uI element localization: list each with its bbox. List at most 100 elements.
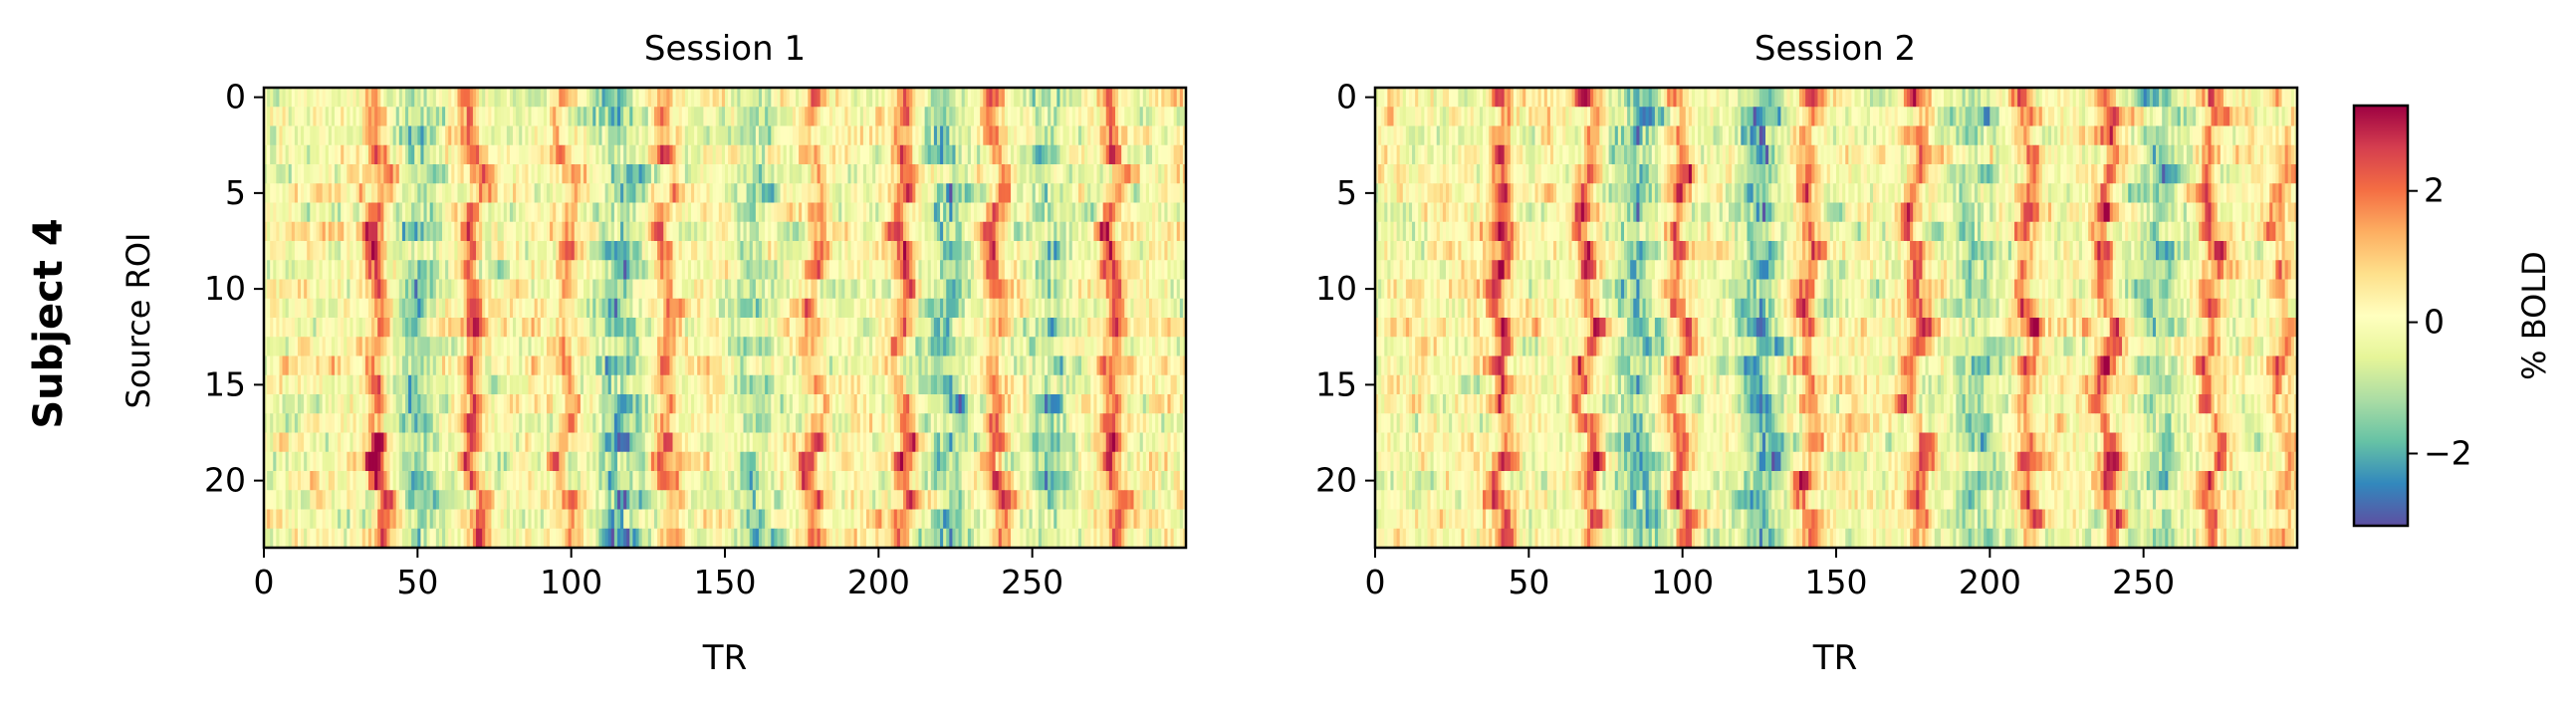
heatmap-cell: [276, 202, 280, 223]
heatmap-cell: [1173, 355, 1178, 376]
heatmap-cell: [574, 183, 579, 203]
heatmap-cell: [1023, 318, 1027, 338]
heatmap-cell: [562, 107, 566, 126]
heatmap-cell: [924, 260, 929, 280]
heatmap-cell: [986, 374, 990, 395]
heatmap-cell: [598, 279, 602, 300]
heatmap-cell: [540, 164, 545, 184]
heatmap-cell: [319, 183, 323, 203]
heatmap-cell: [1032, 298, 1037, 319]
heatmap-cell: [828, 318, 833, 338]
heatmap-cell: [442, 107, 446, 126]
heatmap-cell: [1087, 260, 1091, 280]
heatmap-cell: [479, 318, 483, 338]
heatmap-cell: [1038, 374, 1043, 395]
heatmap-cell: [970, 298, 975, 319]
heatmap-cell: [426, 183, 431, 203]
heatmap-cell: [881, 125, 885, 146]
heatmap-cells: [264, 88, 1187, 549]
heatmap-cell: [1115, 374, 1119, 395]
heatmap-cell: [442, 144, 446, 165]
heatmap-cell: [506, 355, 511, 376]
heatmap-cell: [1011, 202, 1015, 223]
heatmap-cell: [822, 279, 827, 300]
heatmap-cell: [1081, 183, 1085, 203]
heatmap-cell: [780, 221, 784, 242]
heatmap-cell: [1102, 337, 1107, 356]
heatmap-cell: [1062, 107, 1066, 126]
heatmap-cell: [553, 125, 557, 146]
heatmap-cell: [657, 221, 661, 242]
heatmap-cell: [765, 298, 769, 319]
heatmap-cell: [448, 202, 452, 223]
heatmap-cell: [310, 394, 314, 414]
heatmap-cell: [1074, 88, 1079, 108]
heatmap-cell: [516, 374, 520, 395]
heatmap-cell: [460, 202, 464, 223]
heatmap-cell: [1071, 125, 1076, 146]
heatmap-cell: [482, 298, 486, 319]
heatmap-cell: [601, 260, 605, 280]
heatmap-cell: [620, 241, 624, 261]
heatmap-cell: [374, 337, 378, 356]
heatmap-cell: [1056, 164, 1060, 184]
heatmap-cell: [725, 107, 729, 126]
heatmap-cell: [338, 107, 342, 126]
heatmap-cell: [1136, 337, 1141, 356]
heatmap-cell: [749, 88, 754, 108]
heatmap-cell: [964, 374, 969, 395]
heatmap-cell: [531, 144, 535, 165]
heatmap-cell: [783, 318, 788, 338]
heatmap-cell: [466, 374, 471, 395]
heatmap-cell: [1001, 374, 1006, 395]
heatmap-cell: [844, 260, 848, 280]
heatmap-cell: [398, 107, 403, 126]
heatmap-cell: [1048, 241, 1052, 261]
heatmap-cell: [451, 221, 455, 242]
heatmap-cell: [1170, 125, 1175, 146]
heatmap-cell: [1011, 221, 1015, 242]
heatmap-cell: [678, 183, 683, 203]
heatmap-cell: [881, 183, 885, 203]
heatmap-cell: [1062, 164, 1066, 184]
heatmap-cell: [543, 164, 548, 184]
heatmap-cell: [334, 355, 339, 376]
heatmap-cell: [341, 221, 345, 242]
heatmap-cell: [995, 279, 1000, 300]
heatmap-cell: [331, 202, 336, 223]
heatmap-cell: [650, 260, 655, 280]
heatmap-cell: [338, 355, 342, 376]
heatmap-cell: [601, 125, 605, 146]
heatmap-cell: [650, 88, 655, 108]
heatmap-cell: [1029, 337, 1034, 356]
heatmap-cell: [322, 279, 327, 300]
heatmap-cell: [728, 260, 732, 280]
heatmap-cell: [426, 125, 431, 146]
heatmap-cell: [344, 355, 348, 376]
heatmap-cell: [1020, 298, 1024, 319]
heatmap-cell: [1096, 374, 1100, 395]
heatmap-cell: [313, 374, 317, 395]
heatmap-cell: [841, 164, 845, 184]
heatmap-cell: [915, 241, 919, 261]
heatmap-cell: [522, 394, 526, 414]
heatmap-cell: [417, 260, 421, 280]
heatmap-cell: [977, 241, 981, 261]
heatmap-cell: [663, 394, 667, 414]
heatmap-cell: [1102, 279, 1107, 300]
heatmap-cell: [1115, 202, 1119, 223]
heatmap-cell: [936, 298, 941, 319]
heatmap-cell: [1121, 298, 1125, 319]
heatmap-cell: [906, 374, 910, 395]
heatmap-cell: [992, 241, 996, 261]
heatmap-cell: [691, 394, 695, 414]
heatmap-cell: [522, 144, 526, 165]
heatmap-cell: [1011, 107, 1015, 126]
heatmap-cell: [1032, 318, 1037, 338]
heatmap-cell: [568, 144, 573, 165]
heatmap-cell: [389, 88, 393, 108]
heatmap-cell: [930, 125, 935, 146]
heatmap-cell: [534, 260, 539, 280]
heatmap-cell: [1133, 183, 1137, 203]
heatmap-cell: [940, 318, 944, 338]
